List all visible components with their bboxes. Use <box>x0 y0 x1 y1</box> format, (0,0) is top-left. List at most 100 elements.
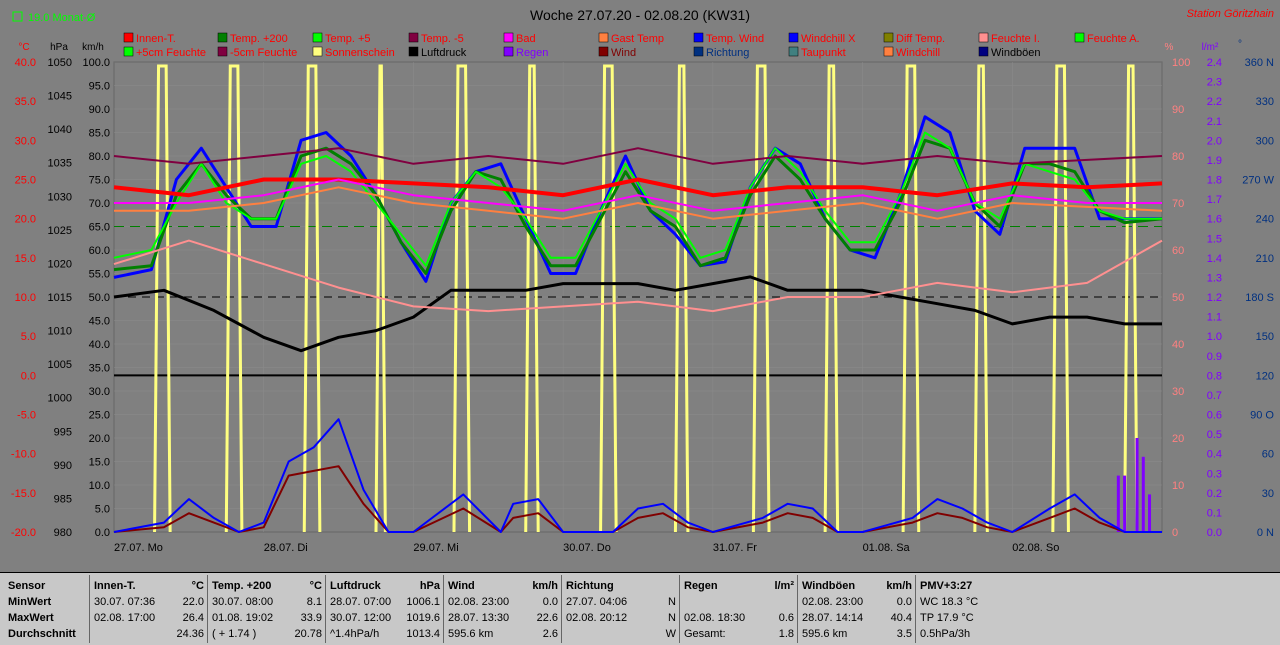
rain-bar <box>1141 456 1145 532</box>
dir-axis-tick: 330 <box>1256 96 1274 108</box>
rain-axis-tick: 0.9 <box>1207 351 1222 363</box>
rain-axis-tick: 1.4 <box>1207 253 1222 265</box>
legend-label-luftdruck: Luftdruck <box>421 47 467 59</box>
legend-swatch-windchill-x <box>788 32 799 43</box>
stats-header: Richtung <box>566 580 614 592</box>
axis-unit-labels: °C hPa km/h % l/m² ° <box>18 39 1242 53</box>
rain-axis-tick: 2.1 <box>1207 116 1222 128</box>
dir-axis-tick: 150 <box>1256 331 1274 343</box>
wind-axis-tick: 95.0 <box>89 81 110 93</box>
pct-axis-tick: 60 <box>1172 245 1184 257</box>
legend-label-5cm-feuchte: -5cm Feuchte <box>230 47 297 59</box>
stats-unit: km/h <box>532 580 558 592</box>
press-axis-tick: 1050 <box>48 57 72 69</box>
legend-swatch-richtung <box>693 46 704 57</box>
wind-axis-tick: 90.0 <box>89 104 110 116</box>
temp-axis-tick: 15.0 <box>15 253 36 265</box>
sunshine-block <box>153 64 172 533</box>
rain-axis-tick: 0.6 <box>1207 410 1222 422</box>
stats-separator <box>89 575 90 643</box>
legend-label-temp-5: Temp. -5 <box>421 33 464 45</box>
press-axis-tick: 1035 <box>48 158 72 170</box>
stats-max-value: N <box>668 612 676 624</box>
stats-avg-value: 2.6 <box>542 628 558 640</box>
wind-axis-tick: 100.0 <box>82 57 110 69</box>
legend-swatch-sonnenschein <box>312 46 323 57</box>
sunshine-block <box>973 64 989 533</box>
stats-max-value: 40.4 <box>890 612 912 624</box>
x-axis: 27.07. Mo 28.07. Di 29.07. Mi 30.07. Do 31.0… <box>114 542 1059 554</box>
sunshine-block <box>224 64 244 533</box>
pct-axis-tick: 70 <box>1172 198 1184 210</box>
series-temp-5 <box>113 147 1163 165</box>
stats-min-time: WC 18.3 °C <box>920 596 979 608</box>
temp-axis-tick: 25.0 <box>15 175 36 187</box>
stats-max-time: 02.08. 18:30 <box>684 612 746 624</box>
rain-axis-tick: 1.6 <box>1207 214 1222 226</box>
legend-label-5cm-feuchte: +5cm Feuchte <box>136 47 206 59</box>
temp-axis-tick: 35.0 <box>15 96 36 108</box>
legend-label-temp-5: Temp. +5 <box>325 33 371 45</box>
legend-swatch-innen-t <box>123 32 134 43</box>
temp-axis-tick: 30.0 <box>15 135 36 147</box>
press-axis-tick: 1040 <box>48 124 72 136</box>
press-axis-tick: 1005 <box>48 359 72 371</box>
dir-axis-tick: 360 N <box>1245 57 1274 69</box>
sunshine-block <box>302 64 322 533</box>
rain-axis-tick: 0.0 <box>1207 527 1222 539</box>
legend-swatch-diff-temp <box>883 32 894 43</box>
rain-axis-tick: 1.9 <box>1207 155 1222 167</box>
chart-title: Woche 27.07.20 - 02.08.20 (KW31) <box>530 7 750 23</box>
legend-swatch-temp-200 <box>217 32 228 43</box>
stats-header: Windböen <box>802 580 856 592</box>
stats-header: PMV+3:27 <box>920 580 973 592</box>
chart-header: 19.0 Monat-Ø Woche 27.07.20 - 02.08.20 (… <box>12 7 1274 24</box>
wind-axis-tick: 30.0 <box>89 386 110 398</box>
stats-column-regen: Regen l/m² 02.08. 18:30 0.6 Gesamt: 1.8 <box>684 573 794 645</box>
wind-axis-tick: 80.0 <box>89 151 110 163</box>
wind-axis-tick: 70.0 <box>89 198 110 210</box>
wind-axis-tick: 65.0 <box>89 222 110 234</box>
legend-swatch-luftdruck <box>408 46 419 57</box>
wind-axis-tick: 5.0 <box>95 504 110 516</box>
stats-max-time: 28.07. 14:14 <box>802 612 864 624</box>
temp-axis-tick: -15.0 <box>11 488 36 500</box>
rain-bar <box>1123 475 1127 532</box>
pct-axis-tick: 30 <box>1172 386 1184 398</box>
avg-marker-icon <box>12 11 23 22</box>
legend-swatch-windchill <box>883 46 894 57</box>
rain-axis-tick: 0.8 <box>1207 370 1222 382</box>
stats-column-temp-200: Temp. +200 °C 30.07. 08:00 8.1 01.08. 19:02 3… <box>212 573 322 645</box>
rain-axis-tick: 0.7 <box>1207 390 1222 402</box>
sunshine-block <box>524 64 540 533</box>
temp-axis-tick: -20.0 <box>11 527 36 539</box>
dir-axis-tick: 120 <box>1256 370 1274 382</box>
stats-avg-text: 595.6 km <box>802 628 848 640</box>
dir-axis-tick: 240 <box>1256 214 1274 226</box>
dir-axis-tick: 180 S <box>1245 292 1274 304</box>
legend-label-sonnenschein: Sonnenschein <box>325 47 395 59</box>
pct-axis-tick: 10 <box>1172 480 1184 492</box>
rain-axis-tick: 1.0 <box>1207 331 1222 343</box>
legend-label-wind: Wind <box>611 47 636 59</box>
stats-label-avg: Durchschnitt <box>8 628 76 640</box>
series-innen-t <box>113 177 1163 198</box>
rain-axis-tick: 1.2 <box>1207 292 1222 304</box>
rain-axis-tick: 2.4 <box>1207 57 1222 69</box>
pct-unit-label: % <box>1165 42 1174 53</box>
stats-header: Luftdruck <box>330 580 381 592</box>
stats-avg-value: 1013.4 <box>406 628 440 640</box>
stats-avg-value: 3.5 <box>896 628 912 640</box>
legend-swatch-gast-temp <box>598 32 609 43</box>
stats-separator <box>325 575 326 643</box>
y-axes: 40.0 35.0 30.0 25.0 20.0 15.0 10.0 5.0 0.0 -5.0 -1… <box>11 57 1275 539</box>
sunshine-series <box>153 64 1139 533</box>
wind-axis-tick: 15.0 <box>89 457 110 469</box>
press-axis-tick: 1000 <box>48 393 72 405</box>
pct-axis-tick: 0 <box>1172 527 1178 539</box>
rain-axis-tick: 1.3 <box>1207 272 1222 284</box>
wind-axis-tick: 60.0 <box>89 245 110 257</box>
dir-axis-tick: 60 <box>1262 449 1274 461</box>
rain-axis-tick: 2.0 <box>1207 135 1222 147</box>
stats-avg-text: ( + 1.74 ) <box>212 628 257 640</box>
